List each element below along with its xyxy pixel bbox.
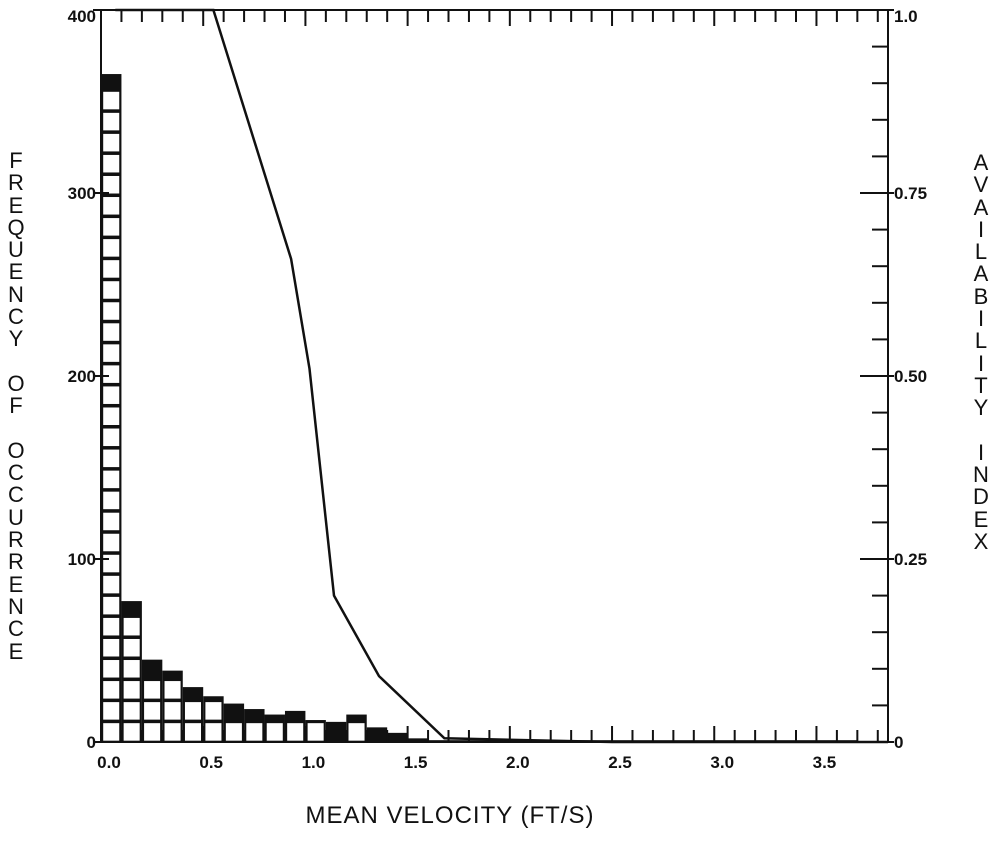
y-right-tick-labels: 0 0.25 0.50 0.75 1.0 xyxy=(894,7,927,752)
y-left-tick-label: 300 xyxy=(68,184,96,203)
histogram-bar xyxy=(325,721,347,742)
histogram-bar xyxy=(182,687,204,742)
y-right-tick-label: 0 xyxy=(894,733,903,752)
y-right-tick-label: 0.25 xyxy=(894,550,927,569)
x-tick-label: 0.5 xyxy=(199,753,223,772)
x-tick-label: 3.0 xyxy=(710,753,734,772)
y-left-tick-label: 400 xyxy=(68,7,96,26)
y-right-tick-label: 1.0 xyxy=(894,7,918,26)
y-left-tick-labels: 0 100 200 300 400 xyxy=(68,7,96,752)
histogram-bar xyxy=(366,727,388,742)
x-tick-label: 2.0 xyxy=(506,753,530,772)
x-tick-labels: 0.0 0.5 1.0 1.5 2.0 2.5 3.0 3.5 xyxy=(97,753,836,772)
histogram-bar xyxy=(223,703,245,742)
x-axis-title: MEAN VELOCITY (FT/S) xyxy=(305,802,595,829)
y-right-tick-label: 0.75 xyxy=(894,184,927,203)
histogram-bar xyxy=(121,601,142,742)
axis-ticks xyxy=(93,9,894,743)
histogram-bar xyxy=(305,720,326,742)
histogram-bar xyxy=(284,710,306,742)
histogram-bar xyxy=(203,696,224,742)
x-tick-label: 0.0 xyxy=(97,753,121,772)
histogram-bar xyxy=(387,732,408,742)
y-left-tick-label: 100 xyxy=(68,550,96,569)
histogram-bar xyxy=(141,659,163,742)
histogram-bar xyxy=(101,74,122,743)
y-axis-left-title: F R E Q U E N C Y O F O C C U R R E N C … xyxy=(7,148,25,664)
plot-frame xyxy=(100,9,889,743)
histogram-bar xyxy=(346,714,367,742)
y-left-tick-label: 0 xyxy=(87,733,96,752)
availability-curve xyxy=(115,8,888,744)
x-tick-label: 2.5 xyxy=(608,753,632,772)
availability-curve-layer xyxy=(115,8,888,744)
histogram-bar xyxy=(407,738,429,742)
histogram-bar xyxy=(162,670,183,742)
histogram-bar xyxy=(264,714,285,742)
x-tick-label: 1.0 xyxy=(302,753,326,772)
y-left-tick-label: 200 xyxy=(68,367,96,386)
y-axis-right-title: A V A I L A B I L I T Y I N D E X xyxy=(973,150,989,555)
y-right-tick-label: 0.50 xyxy=(894,367,927,386)
x-tick-label: 1.5 xyxy=(404,753,428,772)
histogram-bar xyxy=(244,709,265,742)
histogram-bars xyxy=(101,74,858,743)
x-tick-label: 3.5 xyxy=(813,753,837,772)
